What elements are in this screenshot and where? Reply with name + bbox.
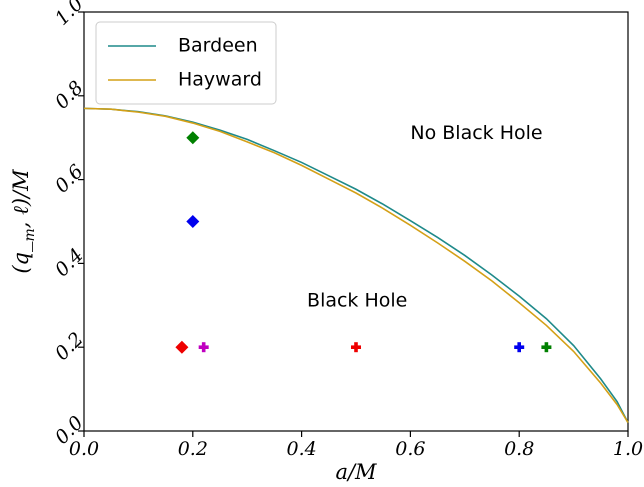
legend-label: Hayward xyxy=(178,69,262,91)
y-axis-title: (q_m, ℓ)/M xyxy=(9,169,39,274)
x-tick-label: 0.2 xyxy=(178,438,208,460)
y-tick-label: 0.6 xyxy=(51,160,88,197)
y-tick-label: 0.4 xyxy=(51,244,88,281)
plot-frame xyxy=(83,11,629,432)
series-line-hayward xyxy=(83,107,629,424)
plus-marker xyxy=(351,342,361,353)
legend-label: Bardeen xyxy=(178,35,258,57)
x-tick-label: 0.4 xyxy=(286,438,316,460)
plus-marker xyxy=(198,342,209,353)
diamond-marker xyxy=(186,131,200,145)
y-tick-label: 0.2 xyxy=(51,328,88,365)
plot-area: 0.0 0.2 0.4 0.6 0.8 1.00.00.20.40.60.81.0a/M(… xyxy=(9,0,644,484)
diamond-marker xyxy=(175,340,189,354)
diamond-marker xyxy=(186,215,200,228)
plus-marker xyxy=(541,342,552,353)
region-annotation: No Black Hole xyxy=(410,122,542,144)
y-tick-label: 0.8 xyxy=(51,77,88,114)
x-axis-title: a/M xyxy=(335,460,377,484)
x-tick-label: 0.0 xyxy=(69,438,99,460)
plus-marker xyxy=(514,342,525,353)
x-tick-label: 1.0 xyxy=(613,438,643,460)
series-line-bardeen xyxy=(83,107,629,423)
legend: Bardeen Hayward xyxy=(95,21,277,105)
x-tick-label: 0.8 xyxy=(504,438,534,460)
legend-box xyxy=(95,21,277,105)
region-annotation: Black Hole xyxy=(307,290,407,312)
x-tick-label: 0.6 xyxy=(395,438,425,460)
y-tick-label: 1.0 xyxy=(51,0,88,30)
